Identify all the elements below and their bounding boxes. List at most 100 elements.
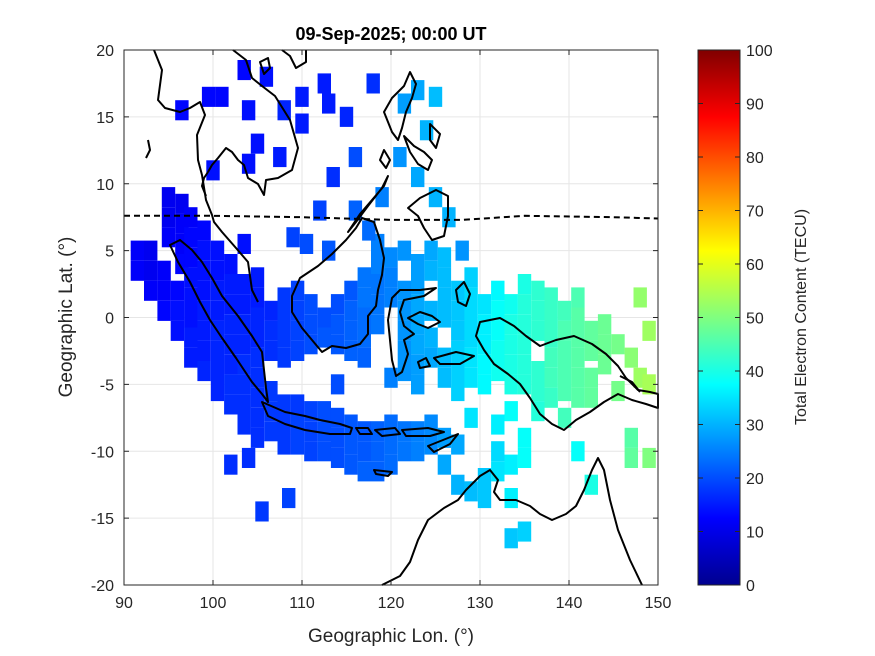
tec-cell — [397, 240, 412, 261]
tec-cell — [397, 441, 412, 462]
tec-cell — [339, 106, 354, 127]
y-axis: 20 15 10 5 0 -5 -10 -15 -20 — [91, 43, 658, 595]
tec-cell — [357, 267, 371, 288]
tec-cell — [224, 314, 238, 335]
colorbar-tick-label: 40 — [746, 364, 764, 381]
tec-cell — [633, 287, 647, 308]
tec-cell — [571, 367, 585, 388]
tec-cell — [642, 374, 656, 395]
tec-cell — [557, 381, 572, 402]
tec-cell — [544, 287, 558, 308]
colorbar-tick-label: 90 — [746, 97, 764, 114]
tec-cell — [170, 300, 185, 321]
tec-cell — [544, 387, 558, 408]
tec-cell — [517, 374, 532, 395]
tec-cell — [144, 260, 158, 281]
tec-cell — [317, 327, 331, 348]
tec-cell — [210, 340, 225, 361]
x-axis-label: Geographic Lon. (°) — [308, 626, 474, 647]
tec-cell — [557, 361, 572, 382]
tec-cell — [277, 327, 291, 348]
tec-cell — [357, 347, 371, 368]
tec-cell — [130, 260, 145, 281]
tec-cell — [531, 320, 545, 341]
tec-cell — [557, 300, 572, 321]
tec-cell — [557, 320, 572, 341]
tec-cell — [250, 347, 265, 368]
tec-cell — [504, 401, 518, 422]
tec-cell — [157, 280, 171, 301]
tec-cell — [170, 320, 185, 341]
tec-cell — [264, 300, 278, 321]
tec-cell — [491, 300, 505, 321]
tec-cell — [357, 441, 371, 462]
tec-cell — [611, 334, 625, 355]
tec-cell — [477, 468, 492, 489]
tec-cell — [357, 287, 371, 308]
tec-cell — [366, 73, 380, 94]
tec-cell — [557, 407, 572, 428]
tec-cell — [397, 361, 412, 382]
tec-cell — [597, 354, 612, 375]
tec-cell — [437, 454, 452, 475]
coastline-south-china — [281, 49, 307, 69]
tec-cell — [411, 167, 425, 188]
tec-cell — [624, 447, 638, 468]
tec-cell — [210, 300, 225, 321]
tec-cell — [544, 367, 558, 388]
tec-cell — [571, 441, 585, 462]
coastlines — [145, 49, 659, 586]
x-axis: 90 100 110 120 130 140 150 — [115, 50, 671, 612]
coastline-sulawesi — [387, 287, 437, 377]
tec-cell — [393, 147, 407, 168]
tec-cell — [237, 374, 251, 395]
tec-cell — [317, 441, 331, 462]
tec-cell — [477, 488, 492, 509]
tec-cell — [371, 441, 385, 462]
tec-cell — [317, 307, 331, 328]
tec-cell — [237, 233, 251, 254]
tec-cell — [624, 347, 638, 368]
tec-cell — [571, 287, 585, 308]
coastline-bismarck — [619, 375, 641, 393]
coastline-java — [261, 401, 353, 435]
tec-cell — [384, 434, 398, 455]
tec-cell — [197, 260, 211, 281]
tec-cell — [411, 441, 425, 462]
tec-cell — [197, 240, 211, 261]
tec-cell — [184, 347, 198, 368]
tec-cell — [477, 354, 492, 375]
tec-cell — [295, 113, 309, 134]
tec-cell — [504, 294, 518, 315]
tec-cell — [224, 254, 238, 275]
coastline-timor — [427, 433, 459, 453]
tec-cell — [304, 334, 318, 355]
magnetic-equator-line — [124, 214, 659, 221]
tec-cell — [571, 387, 585, 408]
tec-cell — [384, 267, 398, 288]
tec-cell — [424, 414, 438, 435]
tec-cell — [184, 207, 198, 228]
tec-cell — [277, 434, 291, 455]
tec-cell — [237, 274, 251, 295]
tec-cell — [237, 334, 251, 355]
colorbar-tick-label: 0 — [746, 578, 755, 595]
tec-cell — [206, 160, 220, 181]
tec-cell — [241, 100, 256, 121]
y-tick-label: 10 — [96, 177, 114, 194]
tec-cell — [411, 421, 425, 442]
tec-cell — [330, 447, 345, 468]
tec-cell — [571, 307, 585, 328]
coastline-new-guinea — [475, 317, 659, 431]
tec-cell — [584, 367, 598, 388]
y-tick-label: -5 — [100, 377, 114, 394]
tec-cell — [286, 227, 300, 248]
tec-cell — [237, 354, 251, 375]
tec-cell — [184, 327, 198, 348]
tec-cell — [157, 260, 171, 281]
tec-cell — [464, 407, 478, 428]
tec-cell — [197, 280, 211, 301]
tec-cell — [210, 260, 225, 281]
x-tick-label: 90 — [115, 595, 133, 612]
